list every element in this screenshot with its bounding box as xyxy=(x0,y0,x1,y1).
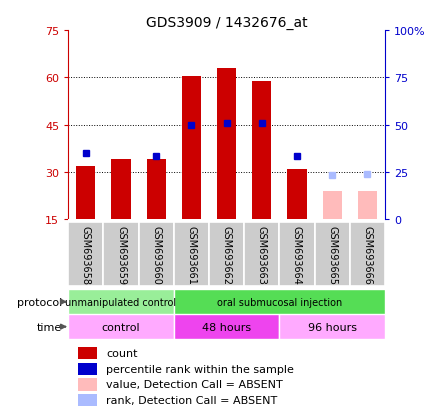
Text: percentile rank within the sample: percentile rank within the sample xyxy=(106,364,294,374)
Bar xyxy=(78,378,97,391)
Bar xyxy=(174,223,209,287)
Text: GSM693661: GSM693661 xyxy=(187,225,196,284)
Text: GSM693659: GSM693659 xyxy=(116,225,126,284)
Text: control: control xyxy=(102,322,140,332)
Text: GSM693666: GSM693666 xyxy=(363,225,372,284)
Text: GSM693658: GSM693658 xyxy=(81,225,91,284)
Bar xyxy=(217,69,236,220)
Text: oral submucosal injection: oral submucosal injection xyxy=(217,297,342,307)
Text: count: count xyxy=(106,348,138,358)
Bar xyxy=(78,394,97,406)
Bar xyxy=(174,314,279,339)
Bar xyxy=(358,192,377,220)
Text: rank, Detection Call = ABSENT: rank, Detection Call = ABSENT xyxy=(106,395,278,405)
Bar xyxy=(68,290,174,314)
Bar xyxy=(182,77,201,220)
Bar xyxy=(209,223,244,287)
Bar xyxy=(68,314,174,339)
Bar xyxy=(78,363,97,375)
Text: GSM693664: GSM693664 xyxy=(292,225,302,284)
Bar xyxy=(111,160,131,220)
Bar xyxy=(350,223,385,287)
Bar xyxy=(323,192,342,220)
Bar xyxy=(287,169,307,220)
Text: protocol: protocol xyxy=(17,297,62,307)
Bar xyxy=(147,160,166,220)
Bar xyxy=(78,347,97,359)
Text: GSM693660: GSM693660 xyxy=(151,225,161,284)
Bar xyxy=(174,290,385,314)
Bar xyxy=(68,223,103,287)
Bar xyxy=(252,81,271,220)
Text: GSM693662: GSM693662 xyxy=(222,225,231,284)
Bar xyxy=(315,223,350,287)
Bar xyxy=(279,223,315,287)
Title: GDS3909 / 1432676_at: GDS3909 / 1432676_at xyxy=(146,16,308,30)
Text: GSM693665: GSM693665 xyxy=(327,225,337,284)
Text: GSM693663: GSM693663 xyxy=(257,225,267,284)
Text: time: time xyxy=(37,322,62,332)
Bar xyxy=(279,314,385,339)
Bar xyxy=(76,166,95,220)
Text: unmanipulated control: unmanipulated control xyxy=(66,297,176,307)
Bar xyxy=(244,223,279,287)
Text: value, Detection Call = ABSENT: value, Detection Call = ABSENT xyxy=(106,380,283,389)
Text: 48 hours: 48 hours xyxy=(202,322,251,332)
Text: 96 hours: 96 hours xyxy=(308,322,357,332)
Bar xyxy=(103,223,139,287)
Bar xyxy=(139,223,174,287)
